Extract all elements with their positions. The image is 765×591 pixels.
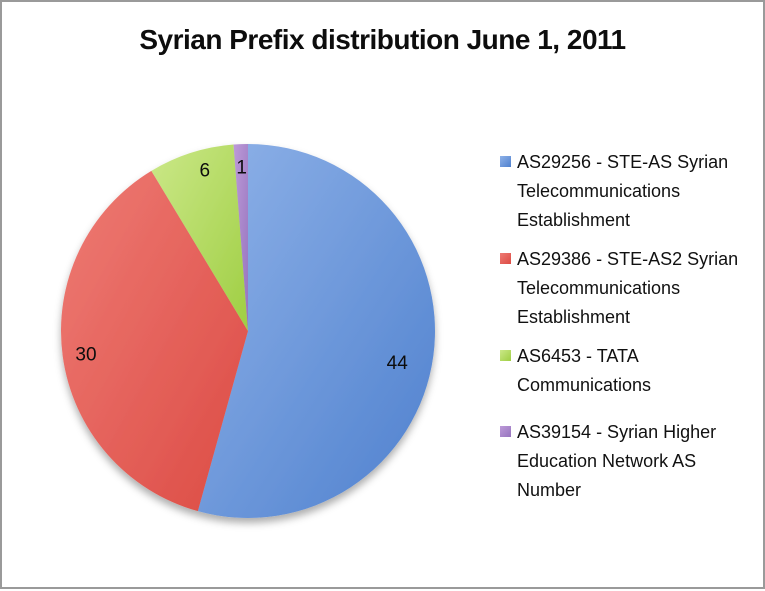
slice-value-label: 44 xyxy=(387,353,409,374)
slice-value-label: 6 xyxy=(200,160,211,181)
legend: AS29256 - STE-AS Syrian Telecommunicatio… xyxy=(500,148,750,515)
chart-title: Syrian Prefix distribution June 1, 2011 xyxy=(139,24,626,55)
slice-value-label: 30 xyxy=(75,344,96,365)
legend-label: AS39154 - Syrian Higher Education Networ… xyxy=(517,422,717,500)
legend-item-as39154: AS39154 - Syrian Higher Education Networ… xyxy=(500,418,750,505)
legend-label: AS6453 - TATA Communications xyxy=(517,346,652,395)
legend-swatch-green xyxy=(500,350,511,361)
legend-label: AS29256 - STE-AS Syrian Telecommunicatio… xyxy=(517,152,729,230)
legend-label: AS29386 - STE-AS2 Syrian Telecommunicati… xyxy=(517,249,739,327)
legend-swatch-purple xyxy=(500,426,511,437)
legend-item-as29256: AS29256 - STE-AS Syrian Telecommunicatio… xyxy=(500,148,750,235)
legend-swatch-blue xyxy=(500,156,511,167)
pie-slice-30 xyxy=(61,170,248,512)
pie-slice-1 xyxy=(233,144,248,331)
legend-item-as29386: AS29386 - STE-AS2 Syrian Telecommunicati… xyxy=(500,245,750,332)
legend-item-as6453: AS6453 - TATA Communications xyxy=(500,342,750,400)
slice-value-label: 1 xyxy=(236,157,247,178)
pie-slice-44 xyxy=(197,144,435,518)
legend-swatch-red xyxy=(500,253,511,264)
pie-slice-6 xyxy=(151,144,248,331)
